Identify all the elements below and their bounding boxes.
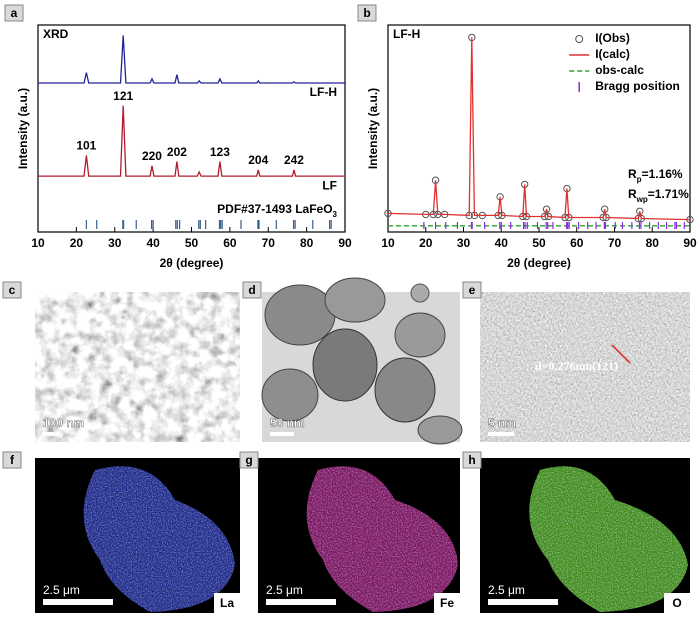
x-tick-label: 90 xyxy=(338,236,352,250)
panel-label-box xyxy=(4,4,24,22)
hrtem-image xyxy=(480,292,690,442)
panel-label: f xyxy=(10,453,15,467)
curve-label: LF-H xyxy=(310,85,337,99)
xrd-curve xyxy=(38,35,345,84)
element-label: Fe xyxy=(440,596,454,610)
element-label-box xyxy=(434,593,460,613)
peak-label: 121 xyxy=(113,89,133,103)
panel-label: a xyxy=(11,6,18,20)
y-axis-label: Intensity (a.u.) xyxy=(16,88,30,169)
x-tick-label: 90 xyxy=(683,236,697,250)
panel-label-box xyxy=(242,281,262,299)
x-tick-label: 20 xyxy=(70,236,84,250)
legend-label: obs-calc xyxy=(595,63,644,77)
scale-bar xyxy=(270,432,294,436)
legend-label: I(Obs) xyxy=(595,31,630,45)
x-tick-label: 80 xyxy=(646,236,660,250)
scale-bar xyxy=(43,599,113,605)
x-tick-label: 30 xyxy=(108,236,122,250)
panel-label: c xyxy=(9,283,16,297)
element-label-box xyxy=(664,593,690,613)
panel-label: e xyxy=(469,283,476,297)
peak-label: 202 xyxy=(167,145,187,159)
panel-label: g xyxy=(245,453,252,467)
fit-value: =1.71% xyxy=(648,187,689,201)
scale-bar-label: 2.5 μm xyxy=(488,583,525,597)
element-label: La xyxy=(220,596,234,610)
x-tick-label: 40 xyxy=(495,236,509,250)
scale-bar-label: 50 nm xyxy=(270,416,305,430)
element-label-box xyxy=(214,593,240,613)
fit-statistic: Rwp=1.71% xyxy=(628,187,689,203)
x-tick-label: 30 xyxy=(457,236,471,250)
scale-bar xyxy=(488,432,514,436)
x-axis-label: 2θ (degree) xyxy=(507,256,571,270)
panel-label-box xyxy=(2,451,22,469)
fit-subscript: p xyxy=(637,175,642,184)
reference-label: PDF#37-1493 LaFeO3 xyxy=(217,202,337,218)
x-axis-label: 2θ (degree) xyxy=(160,256,224,270)
calc-curve xyxy=(387,37,691,221)
panel-label: d xyxy=(248,283,255,297)
x-tick-label: 80 xyxy=(300,236,314,250)
scale-bar xyxy=(266,599,336,605)
reference-name: PDF#37-1493 LaFeO xyxy=(217,202,332,216)
x-tick-label: 70 xyxy=(608,236,622,250)
peak-label: 101 xyxy=(76,139,96,153)
peak-label: 123 xyxy=(210,145,230,159)
fit-subscript: wp xyxy=(636,195,648,204)
x-tick-label: 10 xyxy=(381,236,395,250)
chart-title: LF-H xyxy=(393,27,420,41)
x-tick-label: 70 xyxy=(262,236,276,250)
panel-label-box xyxy=(462,281,482,299)
x-tick-label: 40 xyxy=(146,236,160,250)
element-label: O xyxy=(672,596,681,610)
panel-label-box xyxy=(239,451,259,469)
peak-label: 204 xyxy=(248,153,268,167)
legend-label: Bragg position xyxy=(595,79,680,93)
scale-bar xyxy=(488,599,558,605)
x-tick-label: 50 xyxy=(532,236,546,250)
tem-image xyxy=(261,277,463,445)
peak-label: 220 xyxy=(142,149,162,163)
panel-label-box xyxy=(462,451,482,469)
panel-label: b xyxy=(363,6,370,20)
scale-bar-label: 2.5 μm xyxy=(43,583,80,597)
fit-statistic: Rp=1.16% xyxy=(628,167,683,183)
scale-bar-label: 5 nm xyxy=(488,416,516,430)
fringe-marker xyxy=(611,344,631,364)
fit-symbol: R xyxy=(628,167,637,181)
legend-label: I(calc) xyxy=(595,47,630,61)
curve-label: LF xyxy=(322,178,337,192)
peak-label: 242 xyxy=(284,153,304,167)
reference-subscript: 3 xyxy=(333,210,338,219)
panel-label: h xyxy=(468,453,475,467)
lattice-annotation: d=0.276nm(121) xyxy=(535,359,618,373)
x-tick-label: 20 xyxy=(419,236,433,250)
y-axis-label: Intensity (a.u.) xyxy=(366,88,380,169)
chart-title: XRD xyxy=(43,27,69,41)
panel-label-box xyxy=(2,281,22,299)
scale-bar xyxy=(43,432,55,436)
scale-bar-label: 100 nm xyxy=(43,416,84,430)
obs-point xyxy=(542,205,551,213)
fit-symbol: R xyxy=(628,187,637,201)
plot-frame xyxy=(37,24,346,233)
sem-image xyxy=(35,292,240,442)
legend-marker xyxy=(575,35,584,43)
x-tick-label: 60 xyxy=(570,236,584,250)
x-tick-label: 60 xyxy=(223,236,237,250)
panel-label-box xyxy=(357,4,377,22)
x-tick-label: 50 xyxy=(185,236,199,250)
scale-bar-label: 2.5 μm xyxy=(266,583,303,597)
xrd-curve xyxy=(38,105,345,177)
fit-value: =1.16% xyxy=(642,167,683,181)
x-tick-label: 10 xyxy=(31,236,45,250)
